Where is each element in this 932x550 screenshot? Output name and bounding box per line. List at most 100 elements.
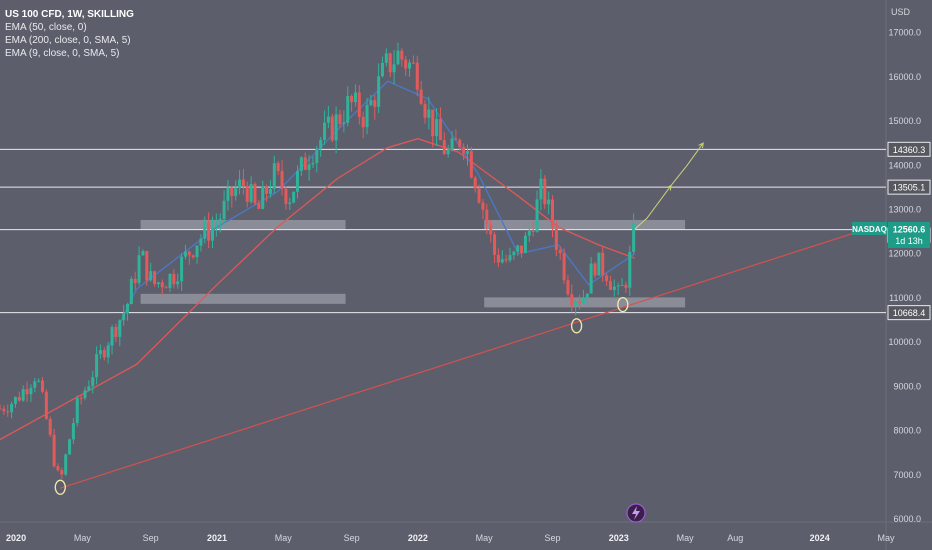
candle [608,281,612,290]
candle [404,59,408,69]
candle [280,170,284,189]
candle [230,187,234,196]
indicator-ema-9[interactable]: EMA (9, close, 0, SMA, 5) [5,48,120,59]
ema-line-0 [0,138,636,441]
candle [365,105,369,128]
chart-legend: US 100 CFD, 1W, SKILLING EMA (50, close,… [5,8,134,60]
candle [307,164,311,170]
price-level-label: 10668.4 [893,308,926,318]
price-level-label: 14360.3 [893,145,926,155]
candle [554,228,558,250]
candle [156,282,160,285]
candle [56,466,60,471]
price-level-box[interactable] [887,305,931,321]
indicator-ema-50[interactable]: EMA (50, close, 0) [5,22,87,33]
pivot-marker[interactable] [617,296,629,313]
candle [427,109,431,118]
y-tick-label: 8000.0 [893,426,921,436]
candle [369,100,373,106]
candle [303,157,307,170]
candle [481,202,485,210]
candle [160,282,164,288]
price-level-label: 13505.1 [893,183,926,193]
y-tick-label: 12000.0 [888,249,921,259]
candle [562,253,566,281]
candle [442,140,446,155]
candle [191,255,195,258]
candle [71,423,75,440]
candle [40,380,44,392]
candle [214,224,218,227]
candle [29,387,33,395]
candle [373,100,377,107]
trendline[interactable] [60,222,887,489]
currency-label[interactable]: USD [890,7,910,17]
x-tick-label: Aug [727,533,743,543]
candle [438,119,442,141]
candle [222,200,226,219]
candle [357,92,361,117]
candle [380,62,384,77]
candle [330,116,334,141]
candle [226,187,230,201]
candle [435,119,439,137]
price-level-box[interactable] [887,141,931,157]
candle [500,259,504,263]
price-level-box[interactable] [887,179,931,195]
candle [83,390,87,399]
candle [87,386,91,391]
candle [512,251,516,256]
candle [585,293,589,299]
candle [570,294,574,307]
sr-zone [140,293,346,304]
y-tick-label: 10000.0 [888,337,921,347]
candle [253,184,257,204]
candle [37,380,41,382]
candle [601,252,605,276]
candle [396,50,400,65]
candle [114,327,118,337]
candle [458,139,462,147]
candle [91,377,95,387]
candle [496,254,500,263]
candle [419,89,423,104]
current-price-box[interactable] [888,221,930,248]
projection-path[interactable] [634,185,672,230]
candle [620,284,624,286]
candle [446,149,450,155]
candle [632,223,636,252]
candle [605,275,609,282]
pivot-marker[interactable] [54,479,66,495]
x-tick-label: 2023 [609,533,629,543]
candle [454,138,458,140]
candle [535,199,539,232]
x-tick-label: May [877,533,895,543]
candle [547,199,551,205]
candle [616,285,620,287]
symbol-tag[interactable] [852,221,887,235]
candle [469,151,473,178]
candle [527,230,531,236]
candle [0,408,2,410]
projection-path[interactable] [670,142,704,186]
candle [326,116,330,123]
x-tick-label: May [476,533,494,543]
pivot-marker[interactable] [570,318,583,334]
y-tick-label: 9000.0 [893,381,921,391]
y-tick-label: 15000.0 [888,116,921,126]
candle [593,263,597,276]
symbol-title[interactable]: US 100 CFD, 1W, SKILLING [5,9,134,20]
candle [176,281,180,285]
candle [149,271,153,281]
candle [168,273,172,288]
candle [295,170,299,192]
indicator-ema-200[interactable]: EMA (200, close, 0, SMA, 5) [5,35,131,46]
ema-line-1 [105,80,636,352]
candle [25,389,29,395]
candle [52,434,56,467]
candle [319,139,323,149]
candle [79,397,83,399]
candle [539,178,543,200]
candle [102,350,106,358]
